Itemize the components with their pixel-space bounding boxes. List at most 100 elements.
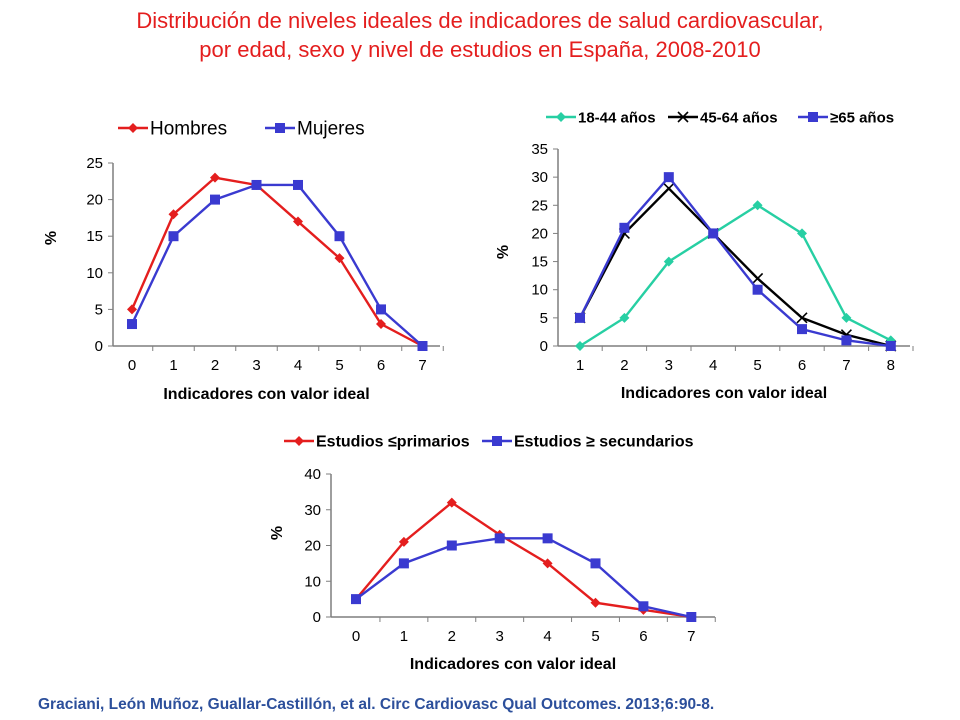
y-tick-label: 20 bbox=[304, 538, 321, 555]
data-point bbox=[797, 228, 807, 239]
y-tick-label: 5 bbox=[540, 310, 548, 327]
legend-marker bbox=[492, 436, 502, 446]
data-point bbox=[796, 312, 808, 324]
x-tick-label: 5 bbox=[591, 628, 599, 645]
data-point bbox=[619, 312, 630, 323]
data-point bbox=[686, 612, 697, 622]
x-tick-label: 6 bbox=[798, 357, 806, 374]
data-point bbox=[885, 341, 896, 351]
data-point bbox=[841, 335, 852, 346]
x-tick-label: 8 bbox=[887, 357, 895, 374]
x-tick-label: 3 bbox=[665, 357, 673, 374]
data-point bbox=[127, 319, 137, 330]
chart-title: Distribución de niveles ideales de indic… bbox=[0, 6, 960, 64]
x-tick-label: 0 bbox=[128, 357, 136, 374]
axes bbox=[108, 162, 444, 351]
data-point bbox=[841, 312, 852, 323]
legend: Hombres Mujeres bbox=[118, 119, 365, 140]
y-tick-label: 40 bbox=[304, 466, 321, 483]
data-point bbox=[210, 172, 220, 183]
x-tick-label: 7 bbox=[687, 628, 695, 645]
data-point bbox=[168, 231, 179, 242]
legend-label: Hombres bbox=[150, 119, 227, 140]
x-tick-label: 1 bbox=[169, 357, 177, 374]
series-estudios-secundarios bbox=[351, 533, 697, 622]
legend-marker bbox=[128, 123, 138, 133]
data-point bbox=[398, 558, 409, 569]
legend-marker bbox=[275, 123, 285, 133]
data-point bbox=[575, 341, 585, 351]
x-axis-label: Indicadores con valor ideal bbox=[410, 656, 616, 673]
y-tick-label: 15 bbox=[531, 254, 548, 271]
title-line-1: Distribución de niveles ideales de indic… bbox=[136, 8, 824, 33]
y-tick-label: 25 bbox=[86, 155, 103, 172]
title-line-2: por edad, sexo y nivel de estudios en Es… bbox=[199, 37, 761, 62]
data-point bbox=[638, 601, 649, 612]
data-point bbox=[446, 497, 457, 508]
data-point bbox=[542, 558, 553, 569]
data-point bbox=[127, 304, 137, 315]
axes bbox=[326, 473, 716, 622]
y-axis-label: % bbox=[269, 526, 286, 540]
x-tick-label: 7 bbox=[418, 357, 426, 374]
x-tick-label: 4 bbox=[543, 628, 551, 645]
legend-marker bbox=[677, 111, 689, 123]
data-point bbox=[619, 222, 630, 233]
x-tick-label: 1 bbox=[576, 357, 584, 374]
legend-label: ≥65 años bbox=[830, 109, 894, 126]
y-axis-label: % bbox=[495, 245, 512, 259]
x-tick-label: 5 bbox=[753, 357, 761, 374]
y-axis-label: % bbox=[43, 231, 60, 245]
axes bbox=[553, 148, 914, 351]
data-point bbox=[398, 536, 409, 547]
series-line bbox=[130, 176, 424, 348]
y-tick-label: 0 bbox=[313, 609, 321, 626]
legend-marker bbox=[808, 112, 818, 122]
data-point bbox=[168, 209, 179, 220]
data-point bbox=[334, 253, 345, 264]
y-tick-label: 5 bbox=[95, 301, 103, 318]
x-tick-label: 1 bbox=[400, 628, 408, 645]
x-axis-label: Indicadores con valor ideal bbox=[621, 385, 827, 402]
data-point bbox=[590, 597, 601, 608]
data-point bbox=[797, 324, 807, 335]
series--65-a-os bbox=[575, 172, 896, 351]
data-point bbox=[752, 272, 764, 285]
series-line bbox=[579, 203, 892, 348]
data-point bbox=[351, 594, 361, 605]
series-line bbox=[578, 175, 891, 348]
citation: Graciani, León Muñoz, Guallar-Castillón,… bbox=[38, 696, 715, 713]
data-point bbox=[663, 182, 675, 194]
data-point bbox=[494, 533, 505, 544]
data-point bbox=[210, 194, 220, 205]
y-tick-label: 20 bbox=[531, 225, 548, 242]
x-tick-label: 5 bbox=[335, 357, 343, 374]
y-tick-label: 30 bbox=[304, 502, 321, 519]
data-point bbox=[251, 179, 262, 190]
x-tick-label: 2 bbox=[211, 357, 219, 374]
data-point bbox=[708, 228, 719, 239]
y-tick-label: 0 bbox=[540, 338, 548, 355]
data-point bbox=[334, 231, 345, 242]
x-tick-label: 7 bbox=[842, 357, 850, 374]
x-tick-label: 2 bbox=[620, 357, 628, 374]
y-tick-label: 35 bbox=[531, 141, 548, 158]
legend-marker bbox=[294, 436, 304, 446]
y-tick-label: 30 bbox=[531, 169, 548, 186]
legend: 18-44 años 45-64 años ≥65 años bbox=[546, 109, 894, 126]
series-line bbox=[578, 186, 892, 348]
data-point bbox=[590, 558, 601, 569]
data-point bbox=[376, 319, 386, 330]
data-point bbox=[376, 304, 386, 315]
x-axis-label: Indicadores con valor ideal bbox=[163, 386, 369, 403]
legend-label: Mujeres bbox=[297, 119, 365, 140]
data-point bbox=[293, 216, 303, 227]
data-point bbox=[417, 341, 428, 351]
y-tick-label: 15 bbox=[86, 228, 103, 245]
data-point bbox=[752, 200, 763, 211]
y-tick-label: 20 bbox=[86, 192, 103, 209]
legend: Estudios ≤primarios Estudios ≥ secundario… bbox=[284, 434, 694, 451]
y-tick-label: 0 bbox=[95, 338, 103, 355]
x-tick-label: 0 bbox=[352, 628, 360, 645]
